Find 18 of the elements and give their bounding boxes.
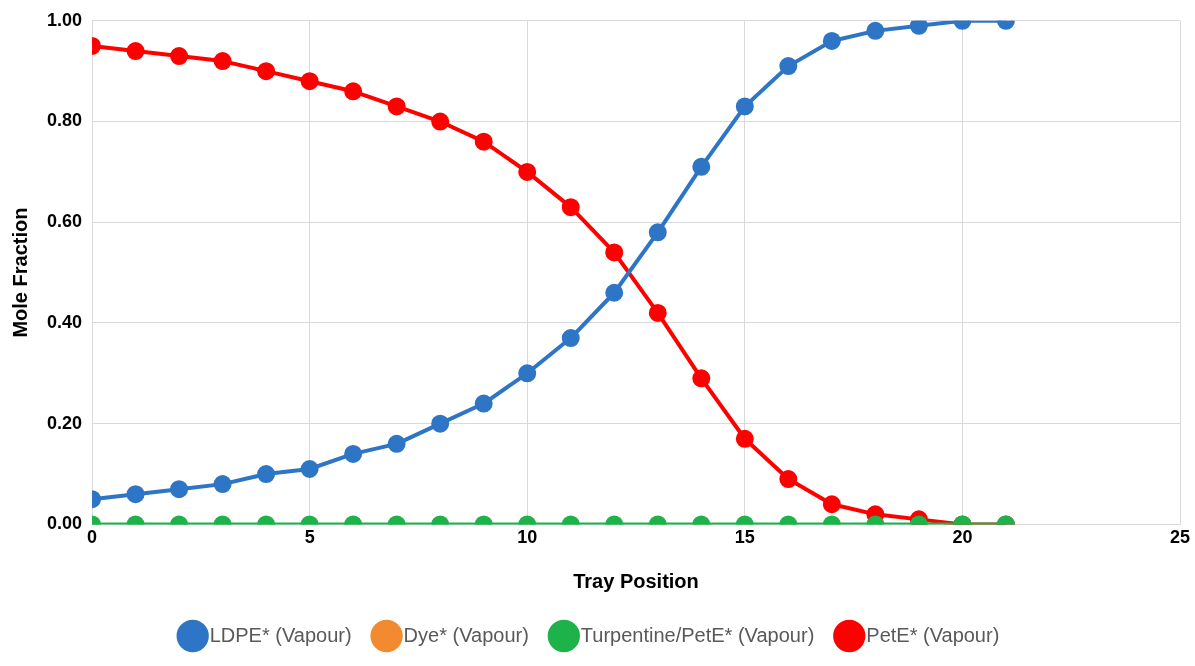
x-tick-label: 20 bbox=[952, 527, 973, 548]
y-tick-label: 0.40 bbox=[46, 311, 83, 332]
x-tick-label: 0 bbox=[87, 527, 98, 548]
x-tick-label: 15 bbox=[734, 527, 755, 548]
legend-label: PetE* (Vapour) bbox=[866, 623, 1000, 646]
x-tick-label: 5 bbox=[304, 527, 315, 548]
y-tick-label: 0.60 bbox=[46, 211, 83, 232]
y-tick-label: 0.00 bbox=[46, 513, 83, 534]
x-tick-label: 10 bbox=[517, 527, 538, 548]
legend-label: LDPE* (Vapour) bbox=[209, 623, 352, 646]
y-tick-label: 1.00 bbox=[46, 9, 83, 30]
y-tick-label: 0.80 bbox=[46, 110, 83, 131]
legend-label: Dye* (Vapour) bbox=[403, 623, 529, 646]
legend-label: Turpentine/PetE* (Vapour) bbox=[580, 623, 815, 646]
y-tick-label: 0.20 bbox=[46, 412, 83, 433]
x-tick-label: 25 bbox=[1169, 527, 1191, 548]
x-axis-title: Tray Position bbox=[573, 569, 699, 592]
y-axis-title: Mole Fraction bbox=[8, 207, 31, 338]
